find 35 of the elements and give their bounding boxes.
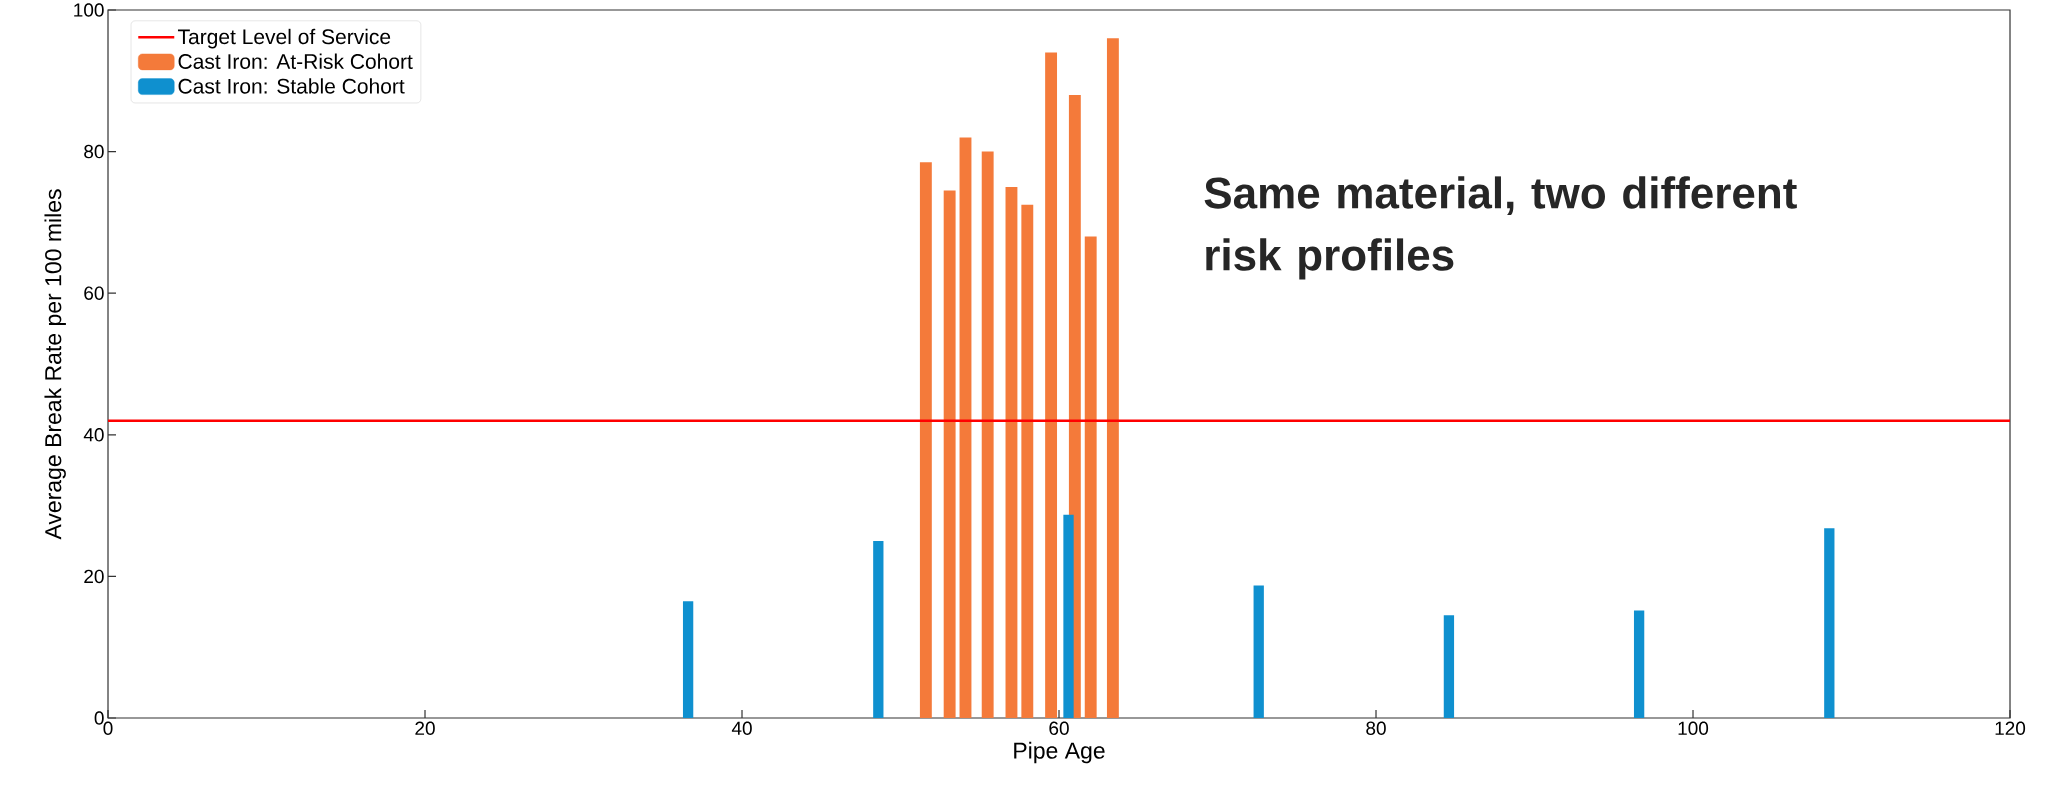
bar — [682, 601, 694, 718]
bar — [943, 190, 956, 718]
y-axis-title: Average Break Rate per 100 miles — [44, 189, 66, 540]
bar — [1106, 38, 1119, 718]
x-tick-label: 20 — [415, 721, 435, 735]
bar — [1824, 528, 1835, 718]
legend-label: Cast Iron: At-Risk Cohort — [178, 53, 413, 69]
x-axis-title: Pipe Age — [1014, 741, 1105, 764]
x-tick-label: 100 — [1678, 721, 1709, 735]
bar — [1045, 52, 1058, 718]
y-tick-label: 0 — [94, 711, 104, 725]
bar — [1084, 236, 1097, 718]
bar — [1021, 204, 1034, 718]
bar — [981, 151, 994, 718]
x-tick-label: 120 — [1995, 721, 2026, 735]
y-tick-label: 80 — [84, 144, 104, 159]
bar — [919, 162, 932, 718]
bar — [1253, 585, 1264, 718]
bar — [1443, 615, 1455, 718]
legend-label: Target Level of Service — [177, 28, 391, 49]
bar — [1633, 610, 1645, 718]
annotation: Same material, two different risk profiles — [1204, 176, 1797, 280]
y-tick-label: 60 — [84, 286, 104, 300]
bar — [1063, 514, 1074, 718]
x-tick-label: 40 — [731, 721, 752, 735]
y-tick-label: 40 — [83, 428, 104, 442]
x-tick-label: 60 — [1049, 721, 1069, 735]
y-tick-label: 20 — [84, 569, 104, 584]
y-tick-label: 100 — [74, 3, 104, 17]
bar — [873, 541, 884, 718]
bar — [1005, 187, 1018, 718]
x-tick-label: 0 — [103, 721, 113, 735]
legend-label: Cast Iron: Stable Cohort — [178, 78, 405, 94]
x-tick-label: 80 — [1366, 721, 1386, 735]
bar — [959, 137, 972, 718]
